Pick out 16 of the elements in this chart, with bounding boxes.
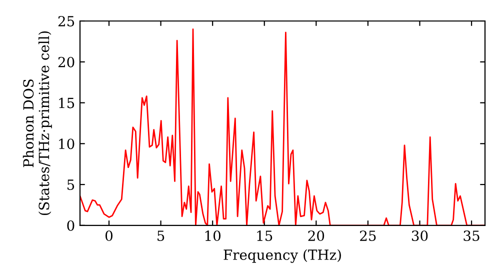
x-tick-label: 20 [308,230,324,242]
y-tick-label: 0 [67,220,74,231]
y-tick-label: 20 [58,56,74,68]
x-tick-label: 0 [106,230,112,242]
x-tick-label: 15 [257,230,272,242]
x-tick-label: 35 [464,230,480,242]
x-tick-label: 30 [412,230,428,242]
x-tick-label: 5 [158,230,164,242]
y-axis-title: Phonon DOS (States/THz·primitive cell) [22,31,52,216]
y-tick-label: 15 [59,98,74,108]
x-tick-label: 25 [360,230,376,242]
x-tick-label: 10 [205,230,220,242]
y-tick-label: 10 [59,138,74,150]
y-tick-label: 25 [58,16,74,26]
x-axis-title: Frequency (THz) [224,249,341,263]
y-tick-label: 5 [67,180,74,190]
